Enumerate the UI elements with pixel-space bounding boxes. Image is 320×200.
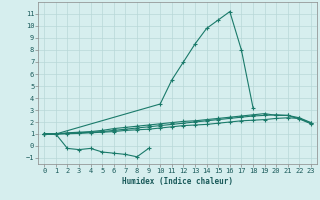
X-axis label: Humidex (Indice chaleur): Humidex (Indice chaleur)	[122, 177, 233, 186]
